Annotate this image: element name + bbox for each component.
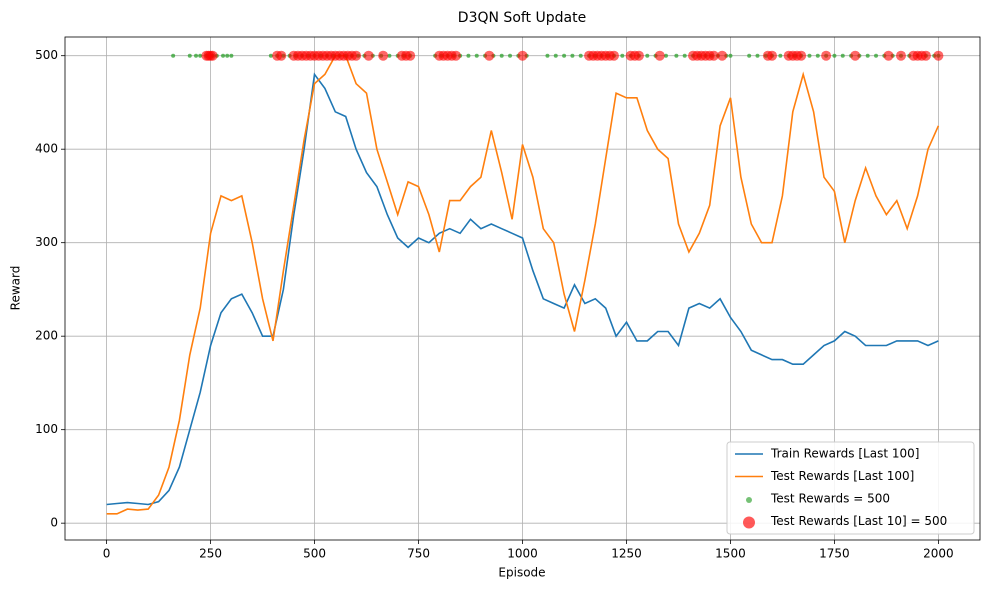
scatter-point (821, 50, 832, 61)
scatter-point (187, 53, 192, 58)
scatter-point (351, 50, 362, 61)
scatter-point (474, 53, 479, 58)
scatter-point (717, 50, 728, 61)
scatter-point (654, 50, 665, 61)
scatter-point (484, 50, 495, 61)
scatter-point (466, 53, 471, 58)
series-line (106, 72, 939, 506)
scatter-point (194, 53, 199, 58)
legend-label: Train Rewards [Last 100] (770, 447, 919, 461)
scatter-point (221, 53, 226, 58)
scatter-point (778, 53, 783, 58)
scatter-point (229, 53, 234, 58)
y-axis-label: Reward (9, 266, 23, 311)
scatter-point (578, 53, 583, 58)
y-tick-label: 300 (35, 235, 58, 249)
scatter-point (682, 53, 687, 58)
x-tick-label: 2000 (923, 547, 954, 561)
scatter-point (832, 53, 837, 58)
x-tick-label: 1000 (507, 547, 538, 561)
legend-swatch (743, 516, 755, 529)
scatter-point (508, 53, 513, 58)
x-tick-label: 0 (103, 547, 111, 561)
scatter-point (874, 53, 879, 58)
scatter-point (633, 50, 644, 61)
scatter-point (553, 53, 558, 58)
scatter-point (620, 53, 625, 58)
scatter-point (747, 53, 752, 58)
y-tick-label: 500 (35, 48, 58, 62)
legend-box (726, 441, 975, 535)
scatter-point (363, 50, 374, 61)
x-axis-label: Episode (498, 566, 545, 580)
scatter-point (796, 50, 807, 61)
scatter-point (545, 53, 550, 58)
scatter-point (171, 53, 176, 58)
x-tick-label: 750 (407, 547, 430, 561)
scatter-point (807, 53, 812, 58)
y-tick-label: 100 (35, 422, 58, 436)
x-tick-label: 250 (199, 547, 222, 561)
scatter-point (755, 53, 760, 58)
scatter-point (815, 53, 820, 58)
x-tick-label: 500 (303, 547, 326, 561)
scatter-point (609, 50, 619, 61)
scatter-point (207, 50, 218, 61)
scatter-point (767, 50, 778, 61)
scatter-point (387, 53, 392, 58)
scatter-point (850, 50, 861, 61)
scatter-point (517, 50, 528, 61)
scatter-point (865, 53, 870, 58)
legend-swatch (746, 497, 752, 503)
plot-frame (64, 36, 981, 541)
scatter-point (378, 50, 389, 61)
scatter-point (663, 53, 668, 58)
scatter-point (933, 50, 944, 61)
y-tick-label: 200 (35, 329, 58, 343)
scatter-point (405, 50, 416, 61)
scatter-point (728, 53, 733, 58)
legend-label: Test Rewards = 500 (770, 492, 890, 506)
x-tick-label: 1750 (819, 547, 850, 561)
scatter-point (570, 53, 575, 58)
y-tick-label: 0 (50, 516, 58, 530)
legend-label: Test Rewards [Last 10] = 500 (770, 514, 947, 528)
scatter-point (895, 50, 906, 61)
series-line (106, 54, 940, 515)
scatter-point (198, 53, 203, 58)
chart-title: D3QN Soft Update (458, 10, 586, 26)
x-tick-label: 1250 (611, 547, 642, 561)
legend-label: Test Rewards [Last 100] (770, 469, 914, 483)
scatter-point (225, 53, 230, 58)
scatter-point (708, 50, 719, 61)
scatter-point (674, 53, 679, 58)
scatter-point (276, 50, 287, 61)
scatter-point (268, 53, 273, 58)
x-tick-label: 1500 (715, 547, 746, 561)
scatter-point (840, 53, 845, 58)
scatter-point (883, 50, 894, 61)
y-tick-label: 400 (35, 142, 58, 156)
scatter-point (645, 53, 650, 58)
scatter-point (920, 50, 931, 61)
scatter-point (450, 50, 461, 61)
scatter-point (499, 53, 504, 58)
scatter-point (562, 53, 567, 58)
